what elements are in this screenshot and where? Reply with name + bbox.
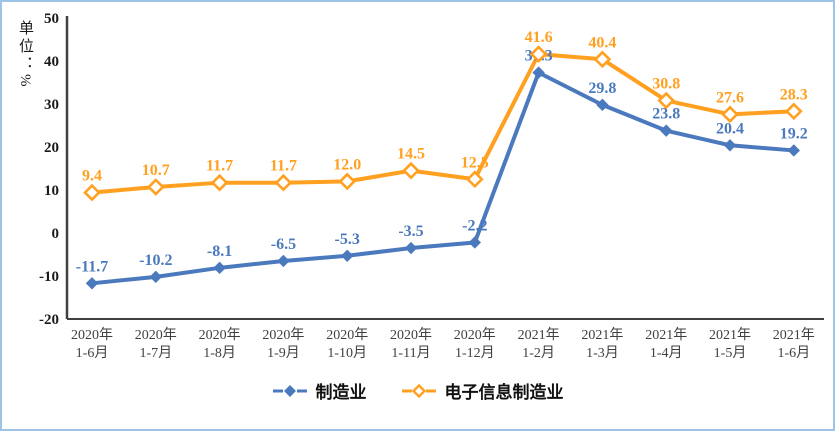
x-tick-label: 1-8月: [203, 345, 236, 361]
data-label: 12.5: [461, 154, 489, 171]
data-label: 12.0: [333, 156, 361, 173]
data-label: -3.5: [398, 223, 423, 240]
y-tick-label: -20: [39, 312, 59, 328]
data-point-marker: [468, 236, 481, 249]
data-point-marker: [660, 124, 673, 137]
legend-item-electronics: 电子信息制造业: [401, 378, 564, 403]
data-point-marker: [721, 105, 739, 124]
x-tick-label: 1-5月: [714, 345, 747, 361]
data-point-marker: [529, 45, 548, 63]
data-label: -8.1: [207, 243, 232, 260]
x-tick-label: 2020年: [262, 327, 304, 343]
y-tick-label: 10: [44, 183, 59, 199]
data-point-marker: [402, 161, 420, 180]
orange-open-diamond-icon: [401, 383, 436, 398]
y-tick-label: 40: [44, 54, 59, 70]
x-tick-label: 2020年: [390, 327, 432, 343]
series-line: [90, 52, 796, 195]
x-tick-label: 2020年: [199, 327, 241, 343]
data-point-marker: [341, 249, 354, 262]
x-tick-label: 1-7月: [139, 345, 172, 361]
blue-filled-diamond-icon: [272, 384, 307, 397]
chart-canvas: 50 40 30 20 10 0 -10 -20 2020年 1-6月 2020年 1-7月 2020年…: [39, 11, 824, 361]
data-point-marker: [210, 173, 229, 192]
data-point-marker: [465, 170, 484, 189]
x-tick-label: 2020年: [326, 327, 368, 343]
data-point-marker: [146, 178, 165, 196]
y-tick-label: 30: [44, 97, 59, 113]
y-tick-label: 0: [52, 226, 60, 242]
data-point-marker: [723, 139, 737, 152]
data-label: -2.2: [462, 217, 487, 234]
y-axis-unit-label: 单位：%: [17, 20, 33, 90]
data-point-marker: [404, 241, 418, 255]
x-tick-label: 2021年: [773, 327, 815, 343]
x-tick-label: 1-9月: [267, 345, 300, 361]
data-label: 30.8: [652, 76, 680, 93]
data-label: -10.2: [139, 252, 172, 269]
data-label: -6.5: [271, 236, 296, 253]
data-label: 20.4: [716, 120, 744, 137]
data-point-marker: [213, 261, 226, 275]
data-point-marker: [532, 66, 545, 79]
y-tick-label: 50: [44, 11, 59, 27]
data-label: -11.7: [76, 258, 108, 275]
data-label: 28.3: [780, 86, 808, 103]
x-tick-label: 2021年: [581, 327, 623, 343]
data-point-marker: [149, 270, 162, 284]
data-label: 11.7: [206, 158, 233, 175]
x-tick-label: 2020年: [71, 327, 113, 343]
data-label: 40.4: [588, 34, 616, 51]
data-label: 11.7: [270, 158, 297, 175]
x-tick-label: 1-10月: [327, 345, 367, 361]
data-point-marker: [338, 172, 357, 191]
x-tick-label: 2020年: [454, 327, 496, 343]
data-label: 41.6: [525, 29, 553, 46]
x-tick-label: 1-12月: [455, 345, 495, 361]
x-tick-label: 1-6月: [76, 345, 109, 361]
data-label: 10.7: [142, 162, 170, 179]
legend-label-electronics: 电子信息制造业: [444, 383, 564, 402]
data-point-marker: [787, 144, 800, 157]
data-label: 19.2: [780, 125, 808, 142]
data-label: 14.5: [397, 146, 425, 163]
data-point-marker: [657, 91, 676, 110]
data-label: -5.3: [335, 231, 360, 248]
data-label: 27.6: [716, 89, 744, 106]
chart-legend: 制造业 电子信息制造业: [2, 378, 833, 403]
legend-label-manufacturing: 制造业: [315, 383, 367, 402]
data-point-marker: [593, 50, 612, 69]
data-point-marker: [85, 277, 99, 290]
x-tick-label: 2021年: [645, 327, 687, 343]
x-tick-label: 2021年: [709, 327, 751, 343]
x-tick-label: 2021年: [518, 327, 560, 343]
x-tick-label: 1-2月: [522, 345, 555, 361]
legend-item-manufacturing: 制造业: [272, 378, 367, 403]
y-tick-label: -10: [39, 269, 59, 285]
data-point-marker: [784, 102, 803, 121]
data-point-marker: [277, 254, 290, 268]
data-point-marker: [596, 98, 609, 112]
data-label: 9.4: [82, 168, 102, 185]
x-tick-label: 2020年: [135, 327, 177, 343]
data-label: 23.8: [652, 106, 680, 123]
y-tick-label: 20: [44, 140, 59, 156]
data-label: 29.8: [588, 80, 616, 97]
x-tick-label: 1-3月: [586, 345, 619, 361]
x-tick-label: 1-6月: [777, 345, 810, 361]
data-point-marker: [274, 173, 293, 192]
series-line: [90, 70, 796, 286]
data-point-marker: [83, 183, 101, 202]
x-tick-label: 1-4月: [650, 345, 683, 361]
x-tick-label: 1-11月: [391, 345, 430, 361]
